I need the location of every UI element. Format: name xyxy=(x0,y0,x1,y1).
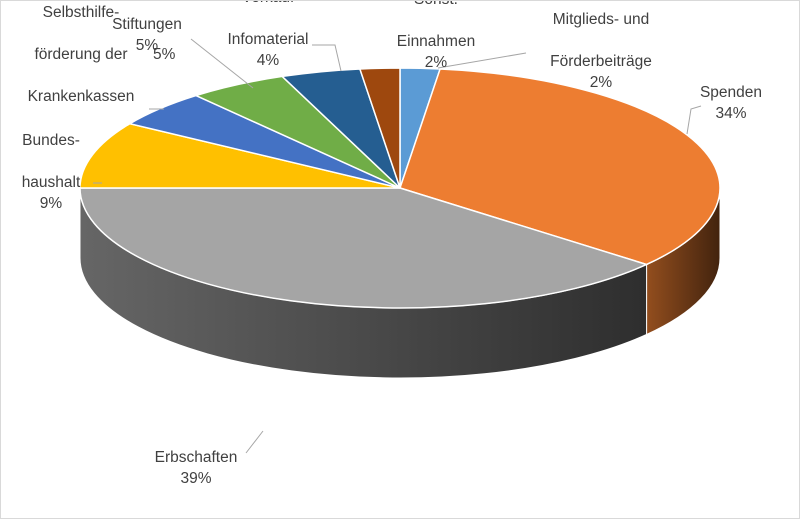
leader-line-1 xyxy=(686,105,702,135)
data-label-0: Mitglieds- und Förderbeiträge xyxy=(550,11,652,70)
data-label-3-line-1: haushalt xyxy=(22,174,81,191)
data-label-4: Selbsthilfe-förderung der Krankenkassen xyxy=(28,4,135,105)
data-value-6: 4% xyxy=(257,52,280,69)
leader-lines xyxy=(93,38,702,454)
pie-slice-3 xyxy=(79,122,401,189)
data-value-7: 2% xyxy=(425,54,448,71)
data-label-4-line-0: Selbsthilfe- xyxy=(43,4,120,21)
data-value-0: 2% xyxy=(590,74,613,91)
data-label-5-line-0: Stiftungen xyxy=(112,16,182,33)
pie-tops xyxy=(79,67,721,309)
data-label-2: Erbschaften xyxy=(155,449,238,466)
data-label-3-line-0: Bundes- xyxy=(22,132,80,149)
data-label-0-line-1: Förderbeiträge xyxy=(550,53,652,70)
leader-line-5 xyxy=(190,38,254,89)
leader-line-6 xyxy=(312,44,342,72)
data-label-0-line-0: Mitglieds- und xyxy=(553,11,650,28)
data-label-1: Spenden xyxy=(700,84,762,101)
data-labels: Mitglieds- und Förderbeiträge 2% Spenden 34%… xyxy=(22,1,762,487)
data-label-6-line-0: Verkauf xyxy=(242,1,295,6)
data-label-2-line-0: Erbschaften xyxy=(155,449,238,466)
data-label-7: Sonst. Einnahmen xyxy=(397,1,475,50)
data-label-4-line-2: Krankenkassen xyxy=(28,88,135,105)
data-label-7-line-1: Einnahmen xyxy=(397,33,475,50)
data-value-3: 9% xyxy=(40,195,63,212)
data-value-1: 34% xyxy=(715,105,746,122)
pie-slice-7 xyxy=(358,67,401,189)
data-label-4-line-1: förderung der xyxy=(34,46,127,63)
data-value-5: 5% xyxy=(136,37,159,54)
data-value-4: 5% xyxy=(153,46,176,63)
data-label-6: Verkauf Infomaterial xyxy=(228,1,309,48)
data-label-3: Bundes-haushalt xyxy=(22,132,81,191)
data-label-5: Stiftungen xyxy=(112,16,182,33)
pie-slice-1 xyxy=(399,68,721,266)
data-label-7-line-0: Sonst. xyxy=(414,1,458,8)
data-label-1-line-0: Spenden xyxy=(700,84,762,101)
data-value-2: 39% xyxy=(180,470,211,487)
leader-line-2 xyxy=(245,430,264,454)
leader-line-0 xyxy=(437,52,527,69)
pie-slice-2 xyxy=(79,187,649,309)
data-label-6-line-1: Infomaterial xyxy=(228,31,309,48)
